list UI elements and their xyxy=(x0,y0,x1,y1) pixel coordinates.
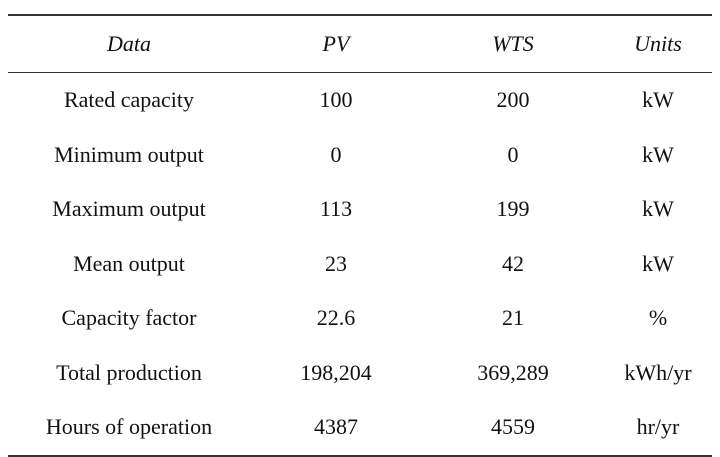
data-table: Data PV WTS Units Rated capacity 100 200 kW Min… xyxy=(8,14,712,457)
table-container: Data PV WTS Units Rated capacity 100 200 kW Min… xyxy=(8,14,712,457)
table-cell: 22.6 xyxy=(316,305,356,331)
header-cell: Units xyxy=(634,31,682,56)
table-cell: Minimum output xyxy=(54,141,204,167)
table-cell: Hours of operation xyxy=(45,414,213,440)
table-cell: 113 xyxy=(319,196,353,222)
table-cell: kWh/yr xyxy=(624,359,692,385)
table-cell: hr/yr xyxy=(636,414,680,440)
table-cell: 4559 xyxy=(491,414,535,440)
table-cell: 42 xyxy=(502,250,524,276)
table-cell: Rated capacity xyxy=(63,87,195,113)
table-cell: Mean output xyxy=(73,250,185,276)
table-cell: kW xyxy=(642,250,674,276)
table-cell: 200 xyxy=(496,87,530,113)
table-cell: Total production xyxy=(56,359,202,385)
table-cell: 23 xyxy=(325,250,347,276)
table-row: Total production 198,204 369,289 kWh/yr xyxy=(8,346,712,401)
table-cell: 4387 xyxy=(314,414,358,440)
table-cell: 369,289 xyxy=(477,359,549,385)
table-cell: kW xyxy=(642,141,674,167)
table-body: Rated capacity 100 200 kW Minimum output 0 0 kW… xyxy=(8,73,712,456)
table-row: Hours of operation 4387 4559 hr/yr xyxy=(8,400,712,456)
table-cell: 100 xyxy=(319,87,353,113)
table-row: Mean output 23 42 kW xyxy=(8,237,712,292)
table-cell: 199 xyxy=(496,196,530,222)
table-row: Rated capacity 100 200 kW xyxy=(8,73,712,128)
table-cell: 0 xyxy=(330,141,342,167)
header-cell: PV xyxy=(322,31,350,56)
header-row: Data PV WTS Units xyxy=(8,15,712,73)
table-cell: Capacity factor xyxy=(61,305,197,331)
table-row: Minimum output 0 0 kW xyxy=(8,128,712,183)
table-cell: kW xyxy=(642,87,674,113)
header-cell: WTS xyxy=(492,31,534,56)
table-row: Maximum output 113 199 kW xyxy=(8,182,712,237)
header-cell: Data xyxy=(107,31,151,56)
table-cell: Maximum output xyxy=(52,196,206,222)
table-cell: 21 xyxy=(502,305,524,331)
table-row: Capacity factor 22.6 21% xyxy=(8,291,712,346)
table-cell: 0 xyxy=(507,141,519,167)
table-cell: kW xyxy=(642,196,674,222)
table-cell: 198,204 xyxy=(300,359,372,385)
table-cell: % xyxy=(648,305,668,331)
